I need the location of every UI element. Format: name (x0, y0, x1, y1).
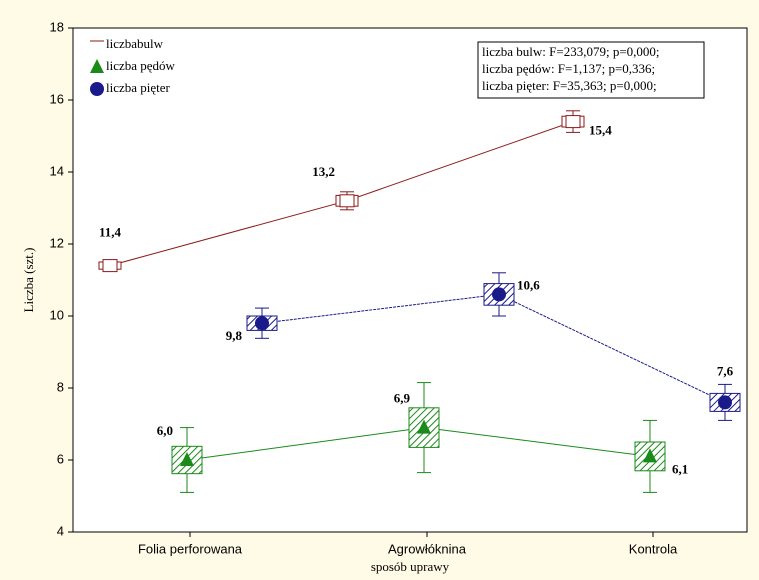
y-tick-label: 14 (50, 163, 64, 178)
y-tick-label: 8 (57, 379, 64, 394)
point (643, 448, 657, 463)
data-label: 7,6 (717, 363, 734, 378)
annotation: liczba pięter: F=35,363; p=0,000; (482, 78, 657, 93)
annotation: liczba bulw: F=233,079; p=0,000; (482, 44, 660, 59)
point (417, 419, 431, 434)
point (102, 259, 118, 273)
x-tick-label: Agrowłóknina (388, 541, 467, 556)
point (339, 194, 355, 208)
y-tick-label: 16 (50, 91, 64, 106)
data-label: 13,2 (312, 164, 335, 179)
legend-label: liczba pędów (106, 58, 176, 73)
y-tick-label: 10 (50, 307, 64, 322)
legend-symbol (90, 59, 104, 73)
data-label: 6,1 (672, 461, 688, 476)
x-axis-title: sposób uprawy (371, 559, 450, 574)
y-tick-label: 4 (57, 523, 64, 538)
y-tick-label: 18 (50, 19, 64, 34)
data-label: 15,4 (589, 123, 612, 138)
data-label: 9,8 (226, 328, 243, 343)
legend-label: liczba pięter (106, 80, 171, 95)
annotation: liczba pędów: F=1,137; p=0,336; (482, 61, 655, 76)
x-tick-label: Kontrola (629, 541, 678, 556)
box (634, 441, 666, 472)
y-axis-title: Liczba (szt.) (21, 248, 36, 313)
data-label: 11,4 (99, 225, 122, 240)
y-tick-label: 12 (50, 235, 64, 250)
data-label: 10,6 (517, 277, 540, 292)
legend-symbol (90, 82, 104, 96)
y-tick-label: 6 (57, 451, 64, 466)
point (255, 316, 269, 331)
stats-box (477, 41, 705, 99)
data-label: 6,9 (394, 391, 411, 406)
data-label: 6,0 (157, 423, 173, 438)
point (492, 287, 506, 302)
legend-label: liczbabulw (106, 36, 164, 51)
point (718, 395, 732, 410)
point (180, 452, 194, 466)
x-tick-label: Folia perforowana (138, 541, 243, 556)
point (565, 115, 581, 129)
